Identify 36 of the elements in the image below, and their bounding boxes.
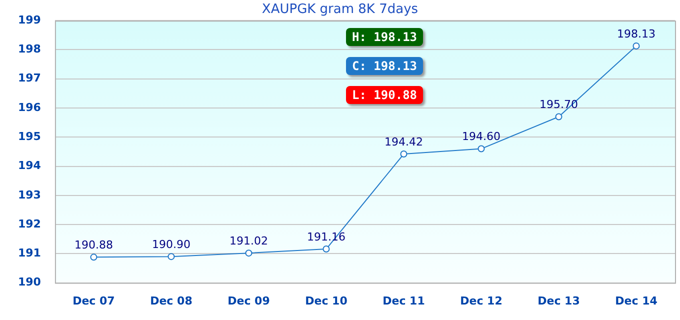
data-label: 198.13 bbox=[617, 27, 656, 40]
y-tick-label: 198 bbox=[18, 42, 41, 56]
annotation: L: 190.88 bbox=[346, 86, 424, 104]
point bbox=[90, 254, 98, 261]
y-tick-label: 194 bbox=[18, 159, 42, 172]
annotation: C: 198.13 bbox=[346, 57, 424, 75]
chart-title: XAUPGK gram 8K 7days bbox=[262, 2, 418, 17]
y-tick-label: 191 bbox=[18, 246, 41, 260]
data-label: 194.60 bbox=[462, 130, 500, 144]
point bbox=[245, 250, 252, 257]
x-tick-label: Dec 13 bbox=[538, 294, 580, 308]
data-label: 190.88 bbox=[74, 238, 113, 252]
annotation: H: 198.13 bbox=[346, 28, 424, 46]
y-tick-label: 192 bbox=[18, 217, 41, 230]
x-tick-label: Dec 10 bbox=[305, 294, 348, 308]
point bbox=[478, 145, 485, 152]
y-tick-label: 193 bbox=[18, 188, 41, 202]
data-label: 190.90 bbox=[152, 238, 190, 251]
data-label: 194.42 bbox=[384, 135, 423, 148]
x-tick-label: Dec 09 bbox=[228, 294, 270, 308]
x-tick-label: Dec 12 bbox=[460, 294, 502, 308]
y-tick-label: 196 bbox=[18, 100, 42, 114]
point bbox=[168, 253, 175, 260]
point bbox=[322, 246, 330, 253]
data-label: 191.02 bbox=[229, 234, 268, 248]
x-tick-label: Dec 08 bbox=[150, 294, 192, 308]
y-tick-label: 199 bbox=[18, 13, 41, 26]
y-tick-label: 197 bbox=[18, 72, 41, 85]
y-tick-label: 195 bbox=[18, 130, 41, 143]
x-tick-label: Dec 07 bbox=[72, 294, 115, 308]
point bbox=[555, 113, 562, 120]
y-tick-label: 190 bbox=[18, 276, 42, 289]
point bbox=[400, 150, 408, 158]
point bbox=[632, 42, 640, 50]
x-tick-label: Dec 11 bbox=[382, 294, 425, 308]
x-tick-label: Dec 14 bbox=[615, 294, 658, 308]
